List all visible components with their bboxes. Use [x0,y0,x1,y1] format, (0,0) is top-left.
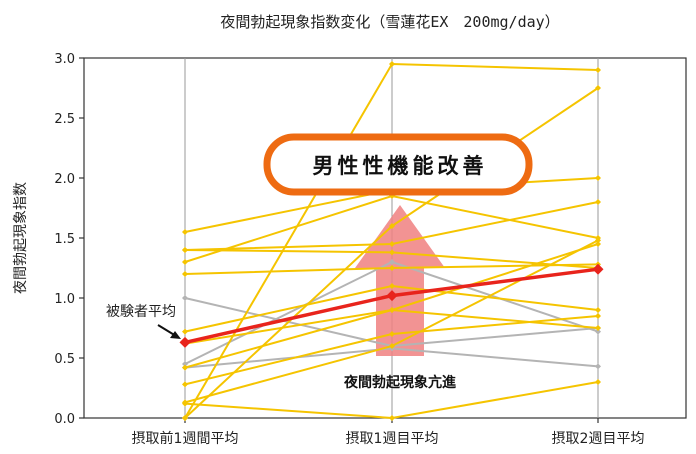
subject-point [182,259,188,265]
subject-point [595,237,601,244]
subject-point [389,223,395,229]
subject-point [182,247,188,253]
y-tick-label: 2.5 [54,112,75,127]
subject-point [182,328,188,335]
y-axis-label: 夜間勃起現象指数 [13,182,29,294]
subject-point [595,199,601,205]
arrow-label: 夜間勃起現象亢進 [343,374,456,391]
average-series [179,263,604,348]
x-category-labels: 摂取前1週間平均 摂取1週目平均 摂取2週目平均 [132,418,645,447]
subject-point [389,265,395,271]
x-category-label: 摂取1週目平均 [346,431,439,447]
x-category-label: 摂取前1週間平均 [132,430,239,447]
control-point [182,295,188,301]
y-tick-label: 1.5 [54,232,75,247]
subject-point [182,229,188,235]
average-point [592,263,604,275]
y-tick-label: 2.0 [54,172,75,187]
chart-title: 夜間勃起現象指数変化（雪蓮花EX 200mg/day） [220,13,559,31]
subject-point [389,249,395,256]
y-tick-label: 3.0 [54,52,75,67]
control-point [595,363,601,370]
subject-point [182,400,188,407]
subject-point [595,379,601,385]
subject-point [595,85,601,91]
up-arrow-shape [355,205,445,356]
subject-point [595,175,601,181]
subject-point [389,331,395,337]
subject-point [595,241,601,247]
x-category-label: 摂取2週目平均 [552,431,645,447]
improvement-arrow [355,205,445,356]
subject-point [595,325,601,331]
subject-point [595,307,601,313]
subject-point [389,61,395,67]
average-annotation: 被験者平均 [106,304,181,339]
subject-point [389,307,395,313]
subject-point [389,283,395,289]
annotation-arrowhead [170,331,181,339]
y-tick-label: 1.0 [54,292,75,307]
badge-frame [263,133,533,196]
subject-point [182,364,188,371]
y-tick-labels: 0.0 0.5 1.0 1.5 2.0 2.5 3.0 [54,52,84,427]
subject-point [389,415,395,421]
subject-point [595,67,601,73]
badge-text: 男性性機能改善 [313,154,488,178]
control-point [595,328,601,335]
subject-point [389,343,395,349]
average-point [386,290,398,302]
average-point [179,336,191,348]
improvement-badge: 男性性機能改善 [263,133,533,196]
subject-series [182,61,601,421]
subject-point [182,415,188,421]
subject-point [389,241,395,247]
subject-point [182,381,188,388]
average-label: 被験者平均 [106,304,176,320]
y-tick-label: 0.5 [54,352,75,367]
control-point [389,259,395,265]
subject-point [182,271,188,277]
control-point [182,361,188,367]
y-tick-label: 0.0 [54,412,75,427]
subject-point [595,313,601,319]
